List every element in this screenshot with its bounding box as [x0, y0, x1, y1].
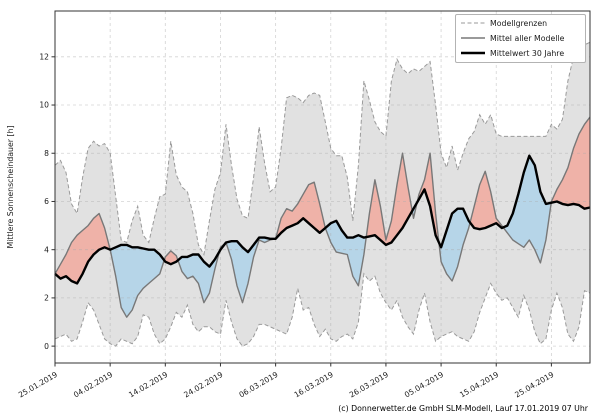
y-tick-label: 4	[44, 245, 49, 254]
fill-above-normal	[55, 213, 111, 284]
legend: Modellgrenzen Mittel aller Modelle Mitte…	[455, 14, 586, 63]
x-tick-label: 15.04.2019	[458, 370, 500, 400]
fill-below-normal	[226, 237, 276, 303]
copyright-caption: (c) Donnerwetter.de GmbH SLM-Modell, Lau…	[338, 404, 589, 413]
x-tick-label: 26.03.2019	[348, 370, 390, 400]
x-tick-label: 14.02.2019	[127, 370, 169, 400]
fill-above-normal	[551, 117, 590, 209]
model-min-line	[54, 272, 591, 347]
model-max-line	[54, 41, 591, 256]
fill-below-normal	[438, 208, 470, 281]
mean-30y-line	[54, 154, 591, 285]
legend-box	[455, 14, 586, 63]
fill-above-normal	[366, 153, 413, 245]
y-tick-label: 0	[44, 342, 49, 351]
y-tick-label: 6	[44, 197, 49, 206]
legend-label-mittelwert-30-jahre: Mittelwert 30 Jahre	[490, 49, 564, 58]
plot-border	[54, 10, 591, 364]
x-tick-label: 24.02.2019	[182, 370, 224, 400]
x-tick-label: 06.03.2019	[237, 370, 279, 400]
y-axis-label: Mittlere Sonnenscheindauer [h]	[6, 126, 15, 249]
legend-label-modellgrenzen: Modellgrenzen	[490, 19, 547, 28]
x-tick-label: 25.04.2019	[513, 370, 555, 400]
fill-below-normal	[503, 155, 552, 263]
fill-above-normal	[275, 182, 326, 239]
y-tick-label: 12	[39, 53, 49, 62]
model-mean-line	[54, 116, 591, 318]
y-tick-label: 8	[44, 149, 49, 158]
x-tick-label: 04.02.2019	[72, 370, 114, 400]
y-tick-label: 10	[39, 101, 49, 110]
x-tick-label: 25.01.2019	[17, 370, 59, 400]
fill-below-normal	[178, 251, 220, 303]
legend-label-mittel-aller-modelle: Mittel aller Modelle	[490, 34, 565, 43]
fill-below-normal	[110, 244, 165, 318]
x-tick-label: 16.03.2019	[293, 370, 335, 400]
x-tick-label: 05.04.2019	[403, 370, 445, 400]
plot-render-layer: 0 2 4 6 8 10 12 25.01.2019 04.02.2019 14.02.2019 2…	[17, 10, 591, 400]
y-tick-label: 2	[44, 294, 49, 303]
